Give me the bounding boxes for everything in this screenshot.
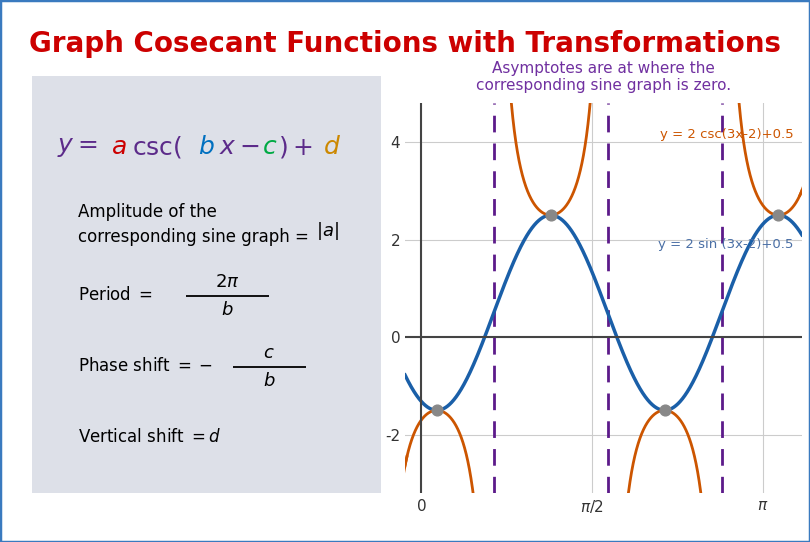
Text: Asymptotes are at where the
corresponding sine graph is zero.: Asymptotes are at where the correspondin…	[476, 61, 731, 93]
Text: $\mathrm{csc}($: $\mathrm{csc}($	[132, 134, 182, 160]
Text: y = 2 sin (3x-2)+0.5: y = 2 sin (3x-2)+0.5	[658, 238, 793, 251]
Point	[772, 211, 785, 220]
Text: $c$: $c$	[263, 344, 275, 363]
Text: $b$: $b$	[263, 372, 275, 390]
Text: Graph Cosecant Functions with Transformations: Graph Cosecant Functions with Transforma…	[29, 30, 781, 58]
Text: $c$: $c$	[262, 135, 278, 159]
Text: y = 2 csc(3x-2)+0.5: y = 2 csc(3x-2)+0.5	[659, 128, 793, 141]
FancyBboxPatch shape	[25, 68, 388, 501]
Text: Phase shift $= -$: Phase shift $= -$	[78, 357, 212, 375]
Point	[430, 406, 443, 415]
Text: $|a|$: $|a|$	[316, 220, 339, 242]
Text: $b$: $b$	[198, 135, 215, 159]
Text: $b$: $b$	[221, 301, 234, 319]
Text: Vertical shift $= d$: Vertical shift $= d$	[78, 428, 221, 446]
Point	[544, 211, 557, 220]
Point	[659, 406, 671, 415]
Text: $) + $: $) + $	[278, 134, 313, 160]
Text: $d$: $d$	[323, 135, 341, 159]
Text: $y = $: $y = $	[57, 135, 97, 159]
Text: Amplitude of the
corresponding sine graph =: Amplitude of the corresponding sine grap…	[78, 203, 313, 246]
Text: $2\pi$: $2\pi$	[215, 274, 240, 292]
Text: $x - $: $x - $	[219, 135, 259, 159]
Text: $a$: $a$	[111, 135, 126, 159]
Text: Period $=$: Period $=$	[78, 286, 153, 304]
